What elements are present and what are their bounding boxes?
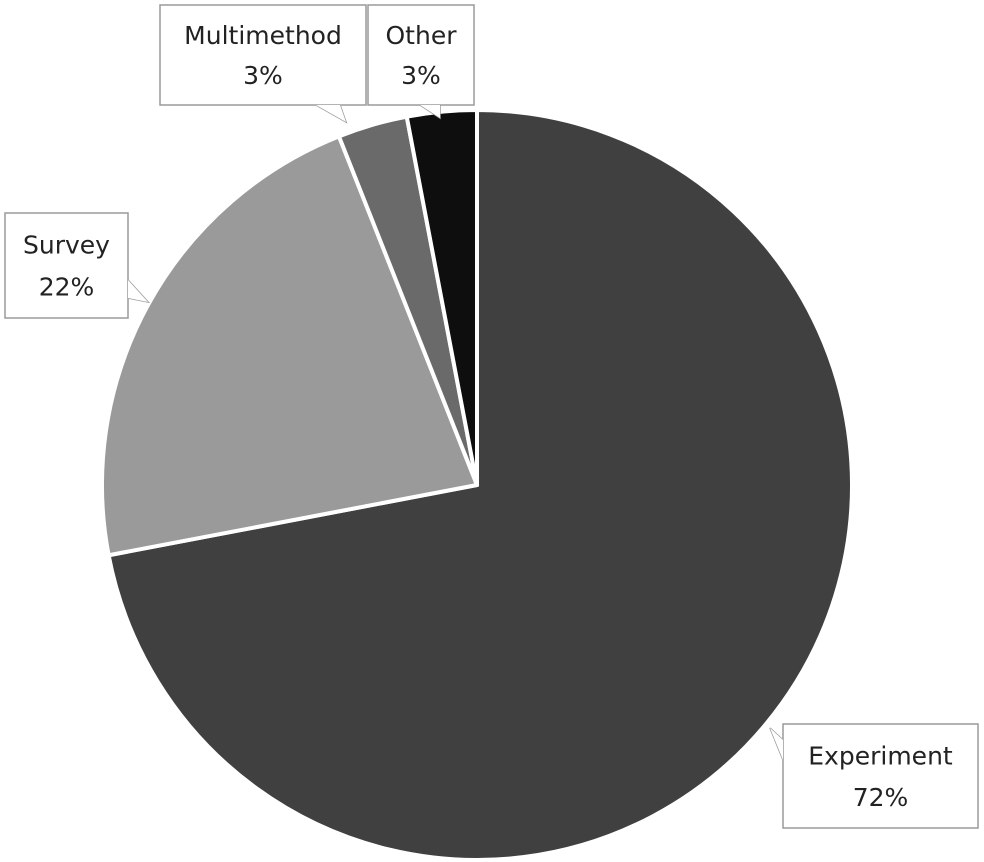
callout-joint — [770, 728, 783, 760]
pie-slice — [106, 108, 854, 862]
value-label: 3% — [243, 61, 283, 90]
callout-joint — [128, 280, 148, 302]
category-label: Other — [386, 21, 458, 50]
callout-box — [4, 212, 129, 319]
callout-box — [159, 4, 367, 106]
pie-slice — [100, 134, 479, 558]
pie-slice — [404, 108, 479, 487]
callout-box — [367, 4, 475, 106]
category-label: Multimethod — [184, 21, 342, 50]
category-label: Experiment — [808, 741, 953, 770]
callout-box — [782, 723, 979, 829]
value-label: 72% — [853, 783, 909, 812]
value-label: 22% — [39, 273, 95, 302]
callout-joint — [316, 105, 346, 122]
category-label: Survey — [23, 231, 110, 260]
value-label: 3% — [401, 61, 441, 90]
callout-joint — [420, 105, 440, 118]
